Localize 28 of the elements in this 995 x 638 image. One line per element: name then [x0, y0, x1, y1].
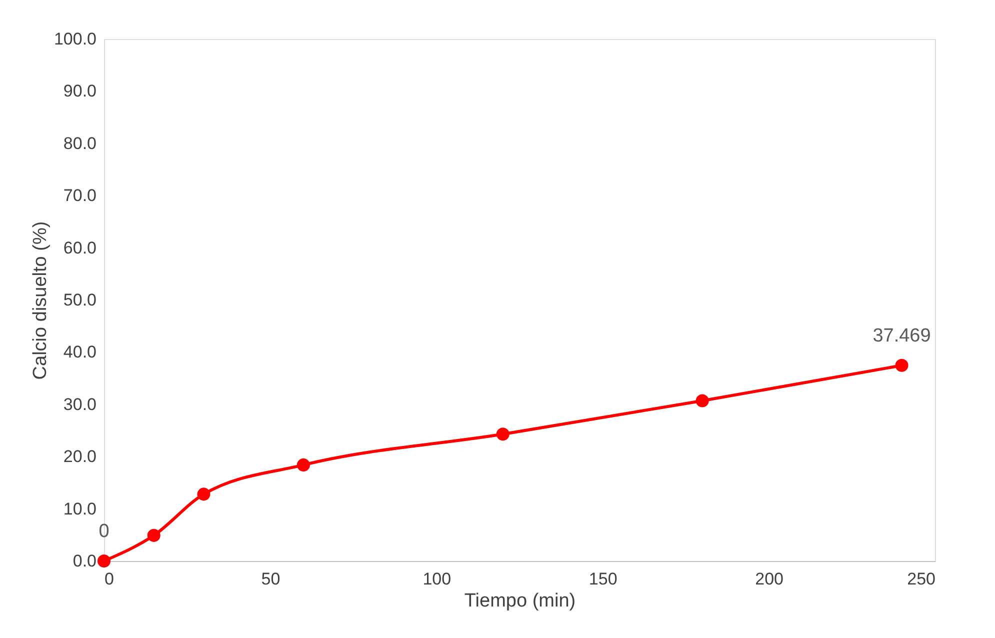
x-tick-label: 150 [588, 570, 618, 588]
y-tick-label: 70.0 [63, 186, 96, 206]
x-tick-label: 50 [261, 570, 280, 588]
point [197, 488, 210, 501]
y-tick-label: 40.0 [63, 342, 96, 362]
x-axis-title: Tiempo (min) [464, 590, 576, 612]
y-tick-label: 0.0 [72, 552, 96, 570]
point [147, 528, 160, 542]
x-tick-label: 250 [907, 570, 936, 588]
y-tick-label: 80.0 [63, 134, 96, 153]
y-tick-label: 60.0 [63, 238, 96, 258]
point [696, 394, 709, 408]
point [296, 458, 310, 472]
point [97, 554, 111, 568]
x-tick-label: 100 [422, 570, 452, 588]
y-axis-title: Calcio disuelto (%) [30, 221, 51, 380]
y-tick-label: 90.0 [63, 82, 96, 101]
x-tick-label: 0 [104, 570, 114, 588]
data-label: 37.469 [872, 325, 931, 346]
data-label: 0 [98, 521, 110, 542]
y-tick-label: 20.0 [63, 447, 96, 466]
y-tick-label: 10.0 [63, 499, 96, 518]
x-tick-label: 200 [755, 570, 784, 588]
y-tick-label: 50.0 [63, 290, 96, 310]
y-tick-label: 30.0 [63, 394, 96, 414]
point [895, 358, 908, 372]
y-tick-label: 100.0 [54, 30, 96, 48]
point [496, 428, 510, 441]
